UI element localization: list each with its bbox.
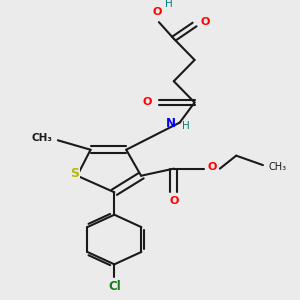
Text: CH₃: CH₃ (269, 163, 287, 172)
Text: O: O (208, 162, 217, 172)
Text: O: O (200, 17, 210, 27)
Text: O: O (169, 196, 178, 206)
Text: O: O (153, 7, 162, 16)
Text: Cl: Cl (108, 280, 121, 293)
Text: H: H (165, 0, 173, 9)
Text: CH₃: CH₃ (31, 133, 52, 143)
Text: H: H (182, 121, 190, 131)
Text: N: N (166, 117, 176, 130)
Text: S: S (70, 167, 79, 180)
Text: O: O (142, 98, 152, 107)
